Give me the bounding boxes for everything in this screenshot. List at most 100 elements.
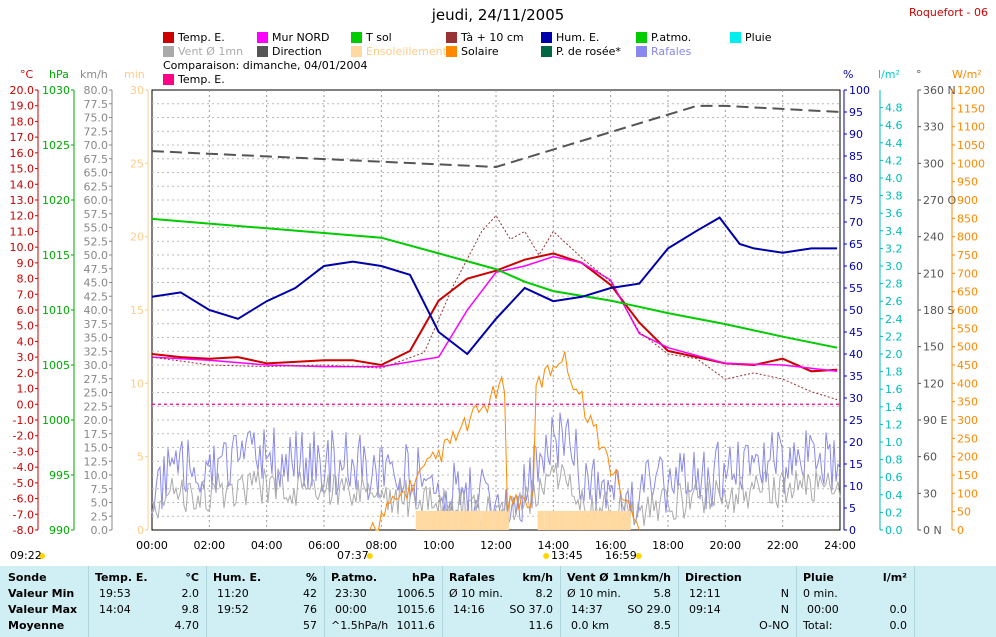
- sunshine-bar: [487, 510, 495, 530]
- stats-value: SO 37.0: [509, 603, 553, 616]
- legend-ensol[interactable]: Ensoleillement: [351, 45, 447, 58]
- wind-axis-label: 67.5: [84, 153, 109, 166]
- page-title: jeudi, 24/11/2005: [431, 6, 565, 24]
- legend-hum[interactable]: Hum. E.: [541, 31, 599, 44]
- legend-swatch: [351, 46, 362, 57]
- stats-time: Ø 10 min.: [449, 587, 503, 600]
- temp-axis-label: 9.0: [17, 257, 35, 270]
- stats-col-empty: [914, 566, 996, 637]
- legend-swatch: [730, 32, 741, 43]
- gust-series: [151, 412, 841, 526]
- wind-axis-label: 37.5: [84, 318, 109, 331]
- wind-axis-label: 22.5: [84, 400, 109, 413]
- wind-axis-label: 52.5: [84, 235, 109, 248]
- wind-axis-label: 55.0: [84, 222, 109, 235]
- legend-direction[interactable]: Direction: [257, 45, 322, 58]
- stats-unit: l/m²: [882, 571, 907, 584]
- legend-swatch: [636, 46, 647, 57]
- stats-value: 8.2: [535, 587, 554, 600]
- direction-axis-label: 330: [923, 121, 944, 134]
- stats-time: Ø 10 min.: [567, 587, 621, 600]
- sunshine-bar: [458, 510, 466, 530]
- stats-header: Temp. E.: [95, 571, 148, 584]
- stats-header: Vent Ø 1mn: [567, 571, 640, 584]
- rain-axis-label: 1.2: [885, 418, 903, 431]
- rain-axis-label: 2.2: [885, 330, 903, 343]
- unit-kmh: km/h: [80, 68, 108, 81]
- stats-col-patmo: P.atmo. hPa 23:30 1006.5 00:00 1015.6 ^1…: [324, 566, 443, 637]
- stats-value: SO 29.0: [627, 603, 671, 616]
- sunshine-bar: [587, 510, 595, 530]
- humidity-axis-label: 60: [849, 260, 863, 273]
- solar-axis-label: 0: [957, 524, 964, 537]
- wind-axis-label: 17.5: [84, 428, 109, 441]
- stats-unit: °C: [185, 571, 199, 584]
- wind-axis-label: 35.0: [84, 332, 109, 345]
- solar-axis-label: 250: [957, 432, 978, 445]
- rain-axis-label: 4.0: [885, 172, 903, 185]
- legend-rafales[interactable]: Rafales: [636, 45, 691, 58]
- stats-value: 11.6: [528, 619, 554, 632]
- solar-axis-label: 1150: [957, 102, 985, 115]
- x-tick-label: 04:00: [251, 539, 283, 552]
- x-tick-label: 12:00: [480, 539, 512, 552]
- solar-axis-label: 1100: [957, 121, 985, 134]
- sunshine-bar: [480, 510, 488, 530]
- stats-panel: Sonde Valeur Min Valeur Max Moyenne Temp…: [0, 566, 996, 637]
- stats-time: 19:53: [99, 587, 131, 600]
- legend-solaire[interactable]: Solaire: [446, 45, 499, 58]
- pressure-axis-label: 1010: [42, 304, 70, 317]
- series-hum-e-: [151, 216, 838, 356]
- marker-left: 09:22: [10, 549, 42, 562]
- rain-axis-label: 2.0: [885, 348, 903, 361]
- humidity-axis-label: 65: [849, 238, 863, 251]
- stats-time: 19:52: [217, 603, 249, 616]
- legend-comparison-temp[interactable]: Temp. E.: [163, 73, 225, 86]
- wind-axis-label: 40.0: [84, 304, 109, 317]
- legend-pluie[interactable]: Pluie: [730, 31, 772, 44]
- legend-swatch: [163, 46, 174, 57]
- rain-axis-label: 2.6: [885, 295, 903, 308]
- rain-axis-label: 2.8: [885, 278, 903, 291]
- solar-axis-label: 300: [957, 414, 978, 427]
- pressure-axis-label: 995: [49, 469, 70, 482]
- humidity-axis-label: 15: [849, 458, 863, 471]
- legend-mur[interactable]: Mur NORD: [257, 31, 329, 44]
- legend-label: Direction: [272, 45, 322, 58]
- humidity-axis-label: 90: [849, 128, 863, 141]
- stats-time: 14:04: [99, 603, 131, 616]
- legend-temp[interactable]: Temp. E.: [163, 31, 225, 44]
- sunshine-bar: [451, 510, 459, 530]
- stats-time: 00:00: [807, 603, 839, 616]
- stats-value: 76: [303, 603, 317, 616]
- legend-tsol[interactable]: T sol: [351, 31, 392, 44]
- stats-time: 12:11: [689, 587, 721, 600]
- temp-axis-label: -3.0: [13, 445, 34, 458]
- sunshine-bar: [602, 510, 610, 530]
- legend-ta10[interactable]: Tà + 10 cm: [446, 31, 524, 44]
- stats-header: Sonde: [8, 571, 47, 584]
- wind-axis-label: 70.0: [84, 139, 109, 152]
- stats-col-rafales: Rafales km/h Ø 10 min. 8.2 14:16 SO 37.0…: [442, 566, 561, 637]
- legend-label: Tà + 10 cm: [461, 31, 524, 44]
- x-tick-label: 18:00: [652, 539, 684, 552]
- stats-value: 4.70: [174, 619, 200, 632]
- temp-axis-label: -6.0: [13, 493, 34, 506]
- temp-axis-label: -4.0: [13, 461, 34, 474]
- stats-value: 8.5: [653, 619, 672, 632]
- temp-axis-label: -8.0: [13, 524, 34, 537]
- direction-axis-label: 120: [923, 377, 944, 390]
- temp-axis-label: 0.0: [17, 398, 35, 411]
- rain-axis-label: 4.8: [885, 102, 903, 115]
- legend-vent[interactable]: Vent Ø 1mn: [163, 45, 243, 58]
- legend-rosee[interactable]: P. de rosée*: [541, 45, 621, 58]
- station-name[interactable]: Roquefort - 06: [909, 6, 988, 19]
- sunshine-bar: [623, 510, 631, 530]
- x-tick-label: 08:00: [365, 539, 397, 552]
- stats-value: 0.0: [889, 619, 908, 632]
- legend-swatch: [257, 32, 268, 43]
- x-tick-label: 24:00: [824, 539, 856, 552]
- sunshine-bar: [537, 510, 545, 530]
- legend-patmo[interactable]: P.atmo.: [636, 31, 691, 44]
